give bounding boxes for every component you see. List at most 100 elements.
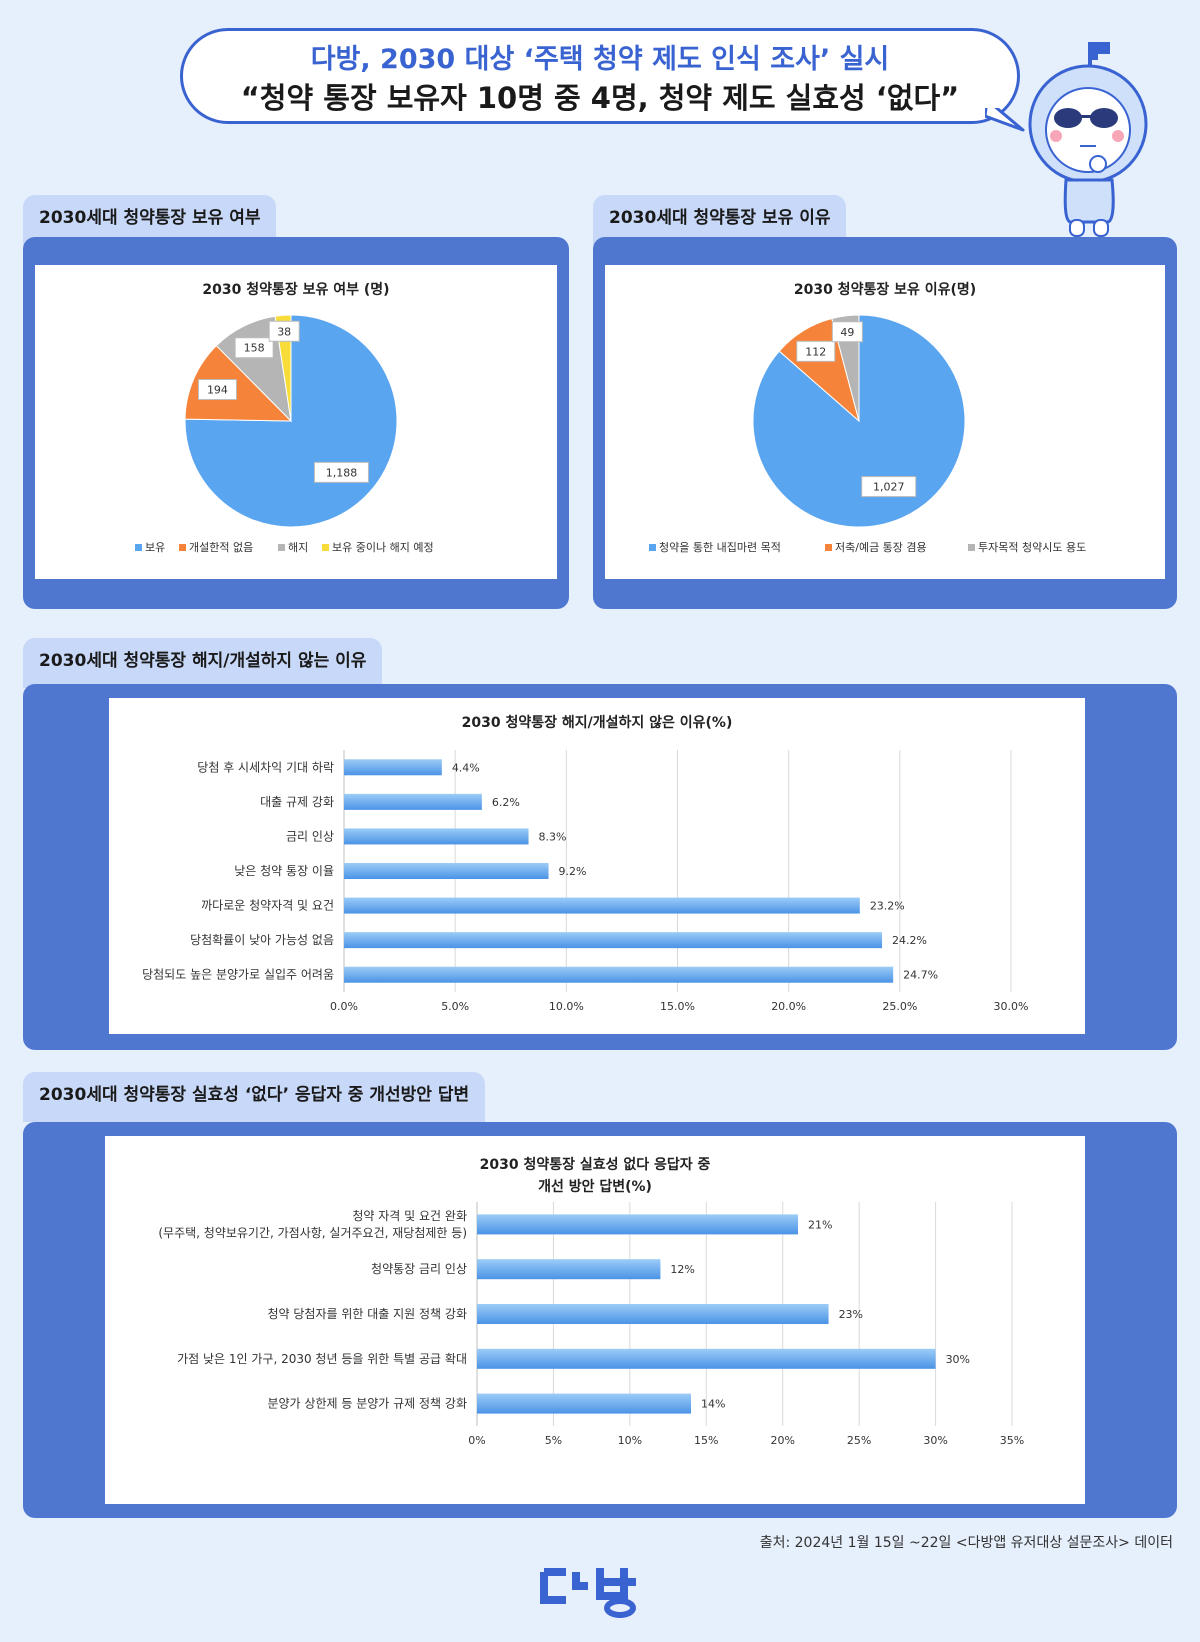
tick-label: 5.0% bbox=[441, 1000, 469, 1013]
bar bbox=[477, 1393, 691, 1414]
data-label-box bbox=[268, 320, 300, 342]
data-label: 194 bbox=[207, 384, 228, 397]
category-label: 대출 규제 강화 bbox=[260, 795, 334, 809]
bar-value-label: 8.3% bbox=[539, 830, 567, 843]
category-label: 가점 낮은 1인 가구, 2030 청년 등을 위한 특별 공급 확대 bbox=[177, 1352, 467, 1366]
bar bbox=[477, 1259, 661, 1280]
chart-card-improve: 2030 청약통장 실효성 없다 응답자 중 개선 방안 답변(%) 0% 5% 1… bbox=[105, 1136, 1085, 1504]
data-label: 158 bbox=[244, 342, 265, 355]
chart-title-reason: 2030 청약통장 보유 이유(명) bbox=[793, 282, 977, 298]
bar bbox=[344, 966, 894, 983]
bar-value-label: 4.4% bbox=[452, 761, 480, 774]
legend-label: 보유 bbox=[145, 541, 165, 554]
legend-label: 해지 bbox=[288, 540, 308, 554]
section-title-cancel: 2030세대 청약통장 해지/개설하지 않는 이유 bbox=[39, 651, 367, 671]
legend-label: 투자목적 청약시도 용도 bbox=[978, 540, 1086, 554]
section-tab-ownership: 2030세대 청약통장 보유 여부 bbox=[23, 195, 277, 245]
chart-card-cancel: 2030 청약통장 해지/개설하지 않은 이유(%) 0.0% 5.0% 10.0%… bbox=[109, 698, 1085, 1034]
chart-subtitle-improve: 개선 방안 답변(%) bbox=[538, 1179, 652, 1195]
category-label: (무주택, 청약보유기간, 가점사항, 실거주요건, 재당첨제한 등) bbox=[158, 1225, 467, 1240]
dabang-logo: 다방 bbox=[540, 1568, 636, 1618]
bar-chart-improve: 0% 5% 10% 15% 20% 25% 30% 35% 21% 청약 자격 및 요건 완화 (무… bbox=[158, 1202, 1024, 1447]
bar-value-label: 30% bbox=[946, 1353, 970, 1366]
category-label: 청약 당첨자를 위한 대출 지원 정책 강화 bbox=[267, 1306, 467, 1321]
data-label-box bbox=[234, 337, 274, 359]
bar-value-label: 24.2% bbox=[892, 934, 927, 947]
category-label: 분양가 상한제 등 분양가 규제 정책 강화 bbox=[267, 1396, 467, 1411]
bar bbox=[344, 793, 482, 810]
bar-value-label: 24.7% bbox=[903, 969, 938, 982]
bar-value-label: 23.2% bbox=[870, 900, 905, 913]
tick-label: 30% bbox=[923, 1434, 947, 1447]
bar-value-label: 9.2% bbox=[559, 865, 587, 878]
section-tab-improve: 2030세대 청약통장 실효성 ‘없다’ 응답자 중 개선방안 답변 bbox=[23, 1072, 486, 1122]
data-label-box bbox=[313, 461, 369, 483]
legend-swatch bbox=[968, 544, 975, 551]
section-tab-cancel: 2030세대 청약통장 해지/개설하지 않는 이유 bbox=[23, 638, 383, 688]
data-label-box bbox=[831, 321, 863, 343]
data-label-box bbox=[861, 476, 917, 498]
bar bbox=[477, 1214, 798, 1235]
bar-value-label: 23% bbox=[839, 1308, 863, 1321]
category-label: 청약 자격 및 요건 완화 bbox=[352, 1208, 467, 1223]
bar bbox=[344, 932, 883, 949]
tick-label: 0.0% bbox=[330, 1000, 358, 1013]
data-label-box bbox=[796, 340, 836, 362]
category-label: 금리 인상 bbox=[286, 829, 334, 843]
bar-value-label: 14% bbox=[701, 1398, 725, 1411]
tick-label: 15.0% bbox=[660, 1000, 695, 1013]
panel-ownership: 2030 청약통장 보유 여부 (명) 1,188 194 158 38 보유 개설한적 … bbox=[23, 237, 569, 609]
bar bbox=[344, 863, 549, 879]
bar-value-label: 6.2% bbox=[492, 796, 520, 809]
data-label: 112 bbox=[805, 345, 826, 358]
header-line2: “청약 통장 보유자 10명 중 4명, 청약 제도 실효성 ‘없다” bbox=[240, 81, 960, 115]
category-label: 청약통장 금리 인상 bbox=[371, 1261, 467, 1276]
legend-label: 보유 중이나 해지 예정 bbox=[332, 540, 434, 554]
tick-label: 20% bbox=[770, 1434, 794, 1447]
tick-label: 10.0% bbox=[549, 1000, 584, 1013]
legend-label: 청약을 통한 내집마련 목적 bbox=[659, 540, 781, 554]
tick-label: 30.0% bbox=[994, 1000, 1029, 1013]
data-label: 1,188 bbox=[326, 466, 358, 479]
bar-chart-cancel: 0.0% 5.0% 10.0% 15.0% 20.0% 25.0% 30.0% 4.4% 당첨 … bbox=[142, 750, 1029, 1013]
tick-label: 15% bbox=[694, 1434, 718, 1447]
legend-swatch bbox=[825, 544, 832, 551]
legend-swatch bbox=[278, 544, 285, 551]
category-label: 낮은 청약 통장 이율 bbox=[234, 863, 334, 878]
data-label: 1,027 bbox=[873, 481, 905, 494]
legend-swatch bbox=[135, 544, 142, 551]
legend-swatch bbox=[179, 544, 186, 551]
data-label-box bbox=[197, 379, 237, 401]
legend-swatch bbox=[322, 544, 329, 551]
bar bbox=[477, 1304, 829, 1324]
tick-label: 10% bbox=[618, 1434, 642, 1447]
chart-title-improve: 2030 청약통장 실효성 없다 응답자 중 bbox=[479, 1157, 711, 1173]
category-label: 당첨확률이 낮아 가능성 없음 bbox=[190, 933, 334, 947]
panel-cancel: 2030 청약통장 해지/개설하지 않은 이유(%) 0.0% 5.0% 10.0%… bbox=[23, 684, 1177, 1050]
source-note: 출처: 2024년 1월 15일 ~22일 <다방앱 유저대상 설문조사> 데이… bbox=[759, 1535, 1173, 1551]
bar-value-label: 21% bbox=[808, 1218, 832, 1231]
chart-title-cancel: 2030 청약통장 해지/개설하지 않은 이유(%) bbox=[461, 715, 733, 731]
bar bbox=[344, 828, 529, 845]
tick-label: 35% bbox=[1000, 1434, 1024, 1447]
bar bbox=[344, 897, 860, 914]
chart-title-ownership: 2030 청약통장 보유 여부 (명) bbox=[202, 282, 390, 298]
pie-chart-reason: 1,027 112 49 청약을 통한 내집마련 목적 저축/예금 통장 겸용 투자목적 … bbox=[649, 314, 1086, 554]
legend-label: 개설한적 없음 bbox=[189, 541, 253, 554]
tick-label: 20.0% bbox=[771, 1000, 806, 1013]
bar-value-label: 12% bbox=[670, 1263, 694, 1276]
category-label: 당첨 후 시세차익 기대 하락 bbox=[197, 760, 334, 774]
header-line1: 다방, 2030 대상 ‘주택 청약 제도 인식 조사’ 실시 bbox=[310, 44, 890, 75]
tick-label: 0% bbox=[468, 1434, 485, 1447]
section-tab-reason: 2030세대 청약통장 보유 이유 bbox=[593, 195, 847, 245]
panel-improve: 2030 청약통장 실효성 없다 응답자 중 개선 방안 답변(%) 0% 5% 1… bbox=[23, 1122, 1177, 1518]
chart-card-ownership: 2030 청약통장 보유 여부 (명) 1,188 194 158 38 보유 개설한적 … bbox=[35, 265, 557, 579]
data-label: 38 bbox=[277, 325, 291, 338]
data-label: 49 bbox=[840, 326, 854, 339]
pie-chart-ownership: 1,188 194 158 38 보유 개설한적 없음 해지 보유 중이나 해지 예정 bbox=[135, 314, 434, 554]
category-label: 당첨되도 높은 분양가로 실입주 어려움 bbox=[142, 968, 334, 982]
section-title-reason: 2030세대 청약통장 보유 이유 bbox=[609, 208, 831, 228]
pie-slice bbox=[752, 314, 966, 528]
tick-label: 25% bbox=[847, 1434, 871, 1447]
speech-tail-icon bbox=[985, 100, 1025, 132]
